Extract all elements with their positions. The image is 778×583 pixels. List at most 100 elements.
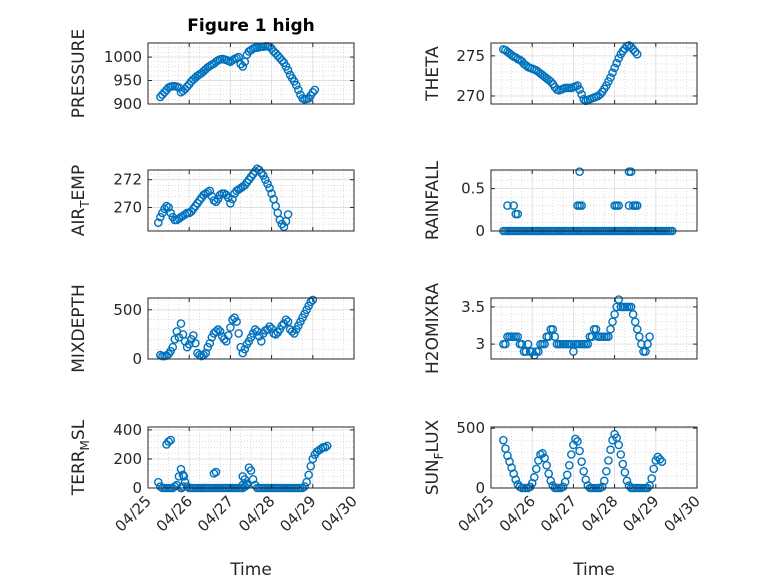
data-point <box>624 201 634 210</box>
data-point <box>164 203 173 212</box>
data-point <box>583 339 593 349</box>
data-point <box>635 332 644 341</box>
x-tick-label: 04/25 <box>112 492 155 535</box>
data-point <box>265 183 274 193</box>
data-point <box>579 94 589 104</box>
data-point <box>162 201 171 211</box>
data-point <box>246 466 256 475</box>
data-point <box>567 339 576 349</box>
y-tick-label: 400 <box>113 421 142 439</box>
figure-title: Figure 1 high <box>187 16 315 36</box>
data-point <box>267 189 276 198</box>
data-point <box>228 194 237 204</box>
data-point <box>205 186 215 196</box>
data-point <box>571 434 580 444</box>
data-point <box>168 342 178 352</box>
data-point <box>529 472 539 482</box>
axes-frame <box>490 297 698 360</box>
y-tick-label: 272 <box>113 171 142 189</box>
data-point <box>156 212 165 222</box>
data-point <box>287 327 297 336</box>
subplot-2: 270 275 THETA <box>423 41 698 106</box>
data-point <box>158 208 167 218</box>
axes-grid: 900 950 1000 PRESSURE 270 275 THETA 270 272 AIRTE… <box>69 29 704 536</box>
data-point <box>224 331 233 340</box>
data-point <box>275 215 285 225</box>
data-point <box>283 210 293 219</box>
data-point <box>300 482 309 491</box>
data-point <box>511 475 521 484</box>
data-point <box>277 56 287 65</box>
data-point <box>657 457 667 466</box>
x-tick-label: 04/26 <box>153 492 196 535</box>
data-point <box>632 49 642 59</box>
data-point <box>641 347 650 356</box>
y-tick-label: 270 <box>113 198 142 216</box>
x-tick-label: 04/28 <box>578 492 621 535</box>
axes-frame <box>147 297 355 360</box>
subplot-3: 270 272 AIRTEMP <box>69 164 355 236</box>
data-point <box>626 302 636 312</box>
x-tick-label: 04/27 <box>194 492 237 535</box>
data-point <box>606 324 615 334</box>
data-point <box>544 332 553 341</box>
data-point <box>153 218 163 227</box>
data-point <box>618 459 628 469</box>
data-point <box>548 324 558 334</box>
subplot-4: 0 0.5 RAINFALL <box>423 160 698 240</box>
data-point <box>587 332 597 341</box>
data-point <box>595 90 605 99</box>
data-point <box>546 476 556 486</box>
data-point <box>166 435 175 445</box>
data-point <box>591 324 601 334</box>
data-point <box>261 175 270 185</box>
y-tick-label: 0 <box>475 479 485 497</box>
subplot-1: 900 950 1000 PRESSURE <box>69 29 355 118</box>
y-tick-label: 500 <box>456 419 485 437</box>
data-point <box>234 329 243 338</box>
data-point <box>182 82 192 91</box>
data-point <box>509 201 518 210</box>
data-point <box>226 323 235 332</box>
data-point <box>265 322 274 331</box>
data-point <box>600 476 609 486</box>
data-point <box>279 222 289 232</box>
axes-frame <box>147 42 355 105</box>
data-point <box>310 85 320 95</box>
data-point <box>184 339 194 349</box>
data-point <box>577 201 586 210</box>
axes-frame <box>490 169 698 232</box>
data-point <box>259 171 268 180</box>
data-point <box>579 466 589 476</box>
data-point <box>632 324 642 334</box>
data-point <box>567 450 576 459</box>
data-point <box>532 464 541 474</box>
data-point <box>513 209 523 219</box>
data-point <box>630 317 640 327</box>
data-point <box>612 58 621 68</box>
data-point <box>263 179 272 189</box>
data-point <box>189 331 198 340</box>
data-point <box>614 440 624 450</box>
data-point <box>238 480 248 490</box>
x-tick-label: 04/29 <box>619 492 662 535</box>
data-point <box>602 466 611 476</box>
data-point <box>577 457 586 466</box>
data-point <box>573 437 582 446</box>
data-point <box>224 193 233 203</box>
data-point <box>534 347 543 356</box>
x-tick-label: 04/29 <box>276 492 319 535</box>
data-point <box>620 468 630 477</box>
data-point <box>292 80 301 90</box>
data-point <box>564 460 574 470</box>
x-axis-label-right: Time <box>572 560 615 580</box>
data-point <box>575 85 584 94</box>
y-tick-label: 0 <box>132 350 142 368</box>
data-point <box>308 87 318 97</box>
data-point <box>521 347 531 356</box>
data-point <box>236 59 245 69</box>
data-point <box>320 443 330 452</box>
data-point <box>616 450 626 459</box>
